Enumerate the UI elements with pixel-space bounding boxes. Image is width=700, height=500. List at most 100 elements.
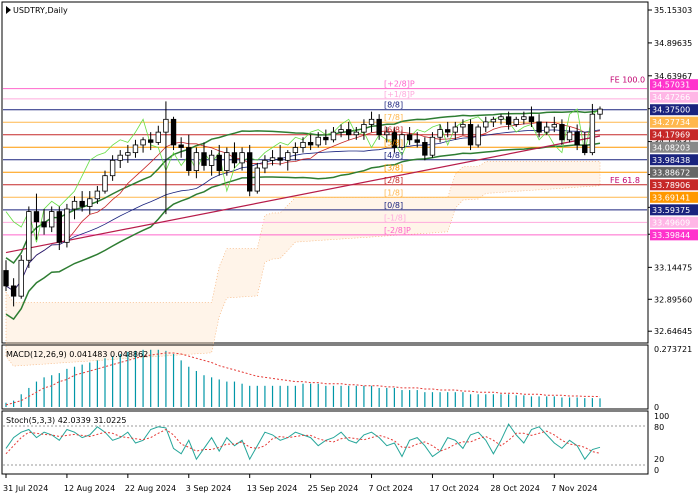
- bollinger-lower-line: [5, 142, 601, 321]
- candle-body: [216, 154, 222, 171]
- price-pane-border: [1, 1, 649, 344]
- candle-body: [247, 152, 253, 192]
- candle-body: [429, 136, 436, 156]
- candle-body: [292, 147, 299, 154]
- price-tick-label: 35.15303: [654, 6, 692, 15]
- murrey-level-label: [+2/8]P: [384, 80, 415, 89]
- candle-body: [18, 259, 24, 297]
- price-badge-text: 34.08203: [652, 143, 690, 152]
- candle-body: [94, 190, 101, 200]
- time-tick-label: 13 Sep 2024: [247, 484, 298, 493]
- murrey-level-label: [5/8]: [384, 138, 403, 147]
- stoch-axis-ticks: 100 80 20 0: [654, 412, 669, 475]
- candle-body: [178, 144, 184, 148]
- stoch-signal-line: [5, 428, 601, 455]
- murrey-level-label: [6/8]: [384, 126, 403, 135]
- price-badge-text: 33.88672: [652, 168, 690, 177]
- price-badge: [650, 216, 698, 228]
- price-tick-label: 34.63967: [654, 72, 692, 81]
- price-badge-text: 33.49609: [652, 218, 690, 227]
- candle-body: [490, 118, 497, 123]
- candle-body: [559, 124, 565, 141]
- murrey-level-label: [1/8]: [384, 188, 403, 197]
- ichimoku-cloud-area: [5, 161, 601, 367]
- bollinger-upper-line: [5, 110, 601, 265]
- candle-body: [498, 116, 504, 120]
- candle-body: [467, 124, 474, 146]
- candle-body: [201, 152, 207, 166]
- price-badge-text: 34.47266: [652, 93, 690, 102]
- candle-body: [3, 270, 9, 287]
- murrey-level-label: [4/8]: [384, 151, 403, 160]
- price-badge: [650, 129, 698, 141]
- candle-body: [79, 200, 85, 207]
- price-tick-label: 32.64645: [654, 327, 692, 336]
- candle-body: [148, 139, 154, 143]
- fib-level-label: FE 61.8: [610, 176, 640, 185]
- ichimoku-cloud: [5, 161, 601, 367]
- time-tick-label: 17 Oct 2024: [429, 484, 478, 493]
- price-badge-text: 34.17969: [652, 131, 690, 140]
- price-badge-text: 34.27734: [652, 118, 690, 127]
- candle-body: [300, 141, 306, 148]
- time-tick-label: 7 Oct 2024: [369, 484, 413, 493]
- candle-body: [64, 208, 70, 243]
- candle-body: [399, 134, 405, 148]
- candle-body: [33, 211, 40, 223]
- candle-body: [71, 200, 78, 210]
- candle-body: [566, 131, 573, 141]
- time-tick-label: 12 Aug 2024: [64, 484, 115, 493]
- candle-body: [505, 116, 512, 125]
- candle-body: [254, 167, 260, 192]
- candle-body: [186, 147, 192, 171]
- murrey-level-label: [+1/8]P: [384, 90, 415, 99]
- murrey-level-label: [2/8]: [384, 176, 403, 185]
- price-badge: [650, 104, 698, 116]
- candle-body: [262, 159, 268, 169]
- time-tick-label: 7 Nov 2024: [551, 484, 597, 493]
- stoch-label: Stoch(5,3,3) 42.0339 31.0225: [6, 416, 126, 425]
- price-badge-text: 33.98438: [652, 156, 690, 165]
- candle-body: [460, 124, 466, 128]
- time-tick-label: 3 Sep 2024: [186, 484, 232, 493]
- candle-body: [368, 118, 375, 125]
- candle-body: [170, 118, 177, 146]
- candle-body: [125, 152, 131, 156]
- candle-body: [589, 113, 596, 154]
- murrey-level-label: [-2/8]P: [384, 226, 411, 235]
- candle-body: [361, 124, 367, 133]
- candle-body: [109, 159, 116, 177]
- price-badge: [650, 204, 698, 216]
- macd-pane-border: [1, 344, 649, 410]
- candle-body: [285, 152, 291, 161]
- chart-title-group: USDTRY,Daily: [6, 6, 68, 15]
- candle-body: [10, 285, 17, 297]
- candle-body: [513, 118, 519, 125]
- candle-body: [41, 221, 47, 228]
- candle-body: [330, 131, 337, 141]
- candle-body: [346, 129, 352, 136]
- candle-body: [102, 175, 108, 192]
- candle-body: [231, 152, 238, 164]
- macd-signal-line: [5, 352, 601, 406]
- candle-body: [422, 141, 428, 156]
- time-tick-label: 28 Oct 2024: [490, 484, 539, 493]
- candle-body: [26, 211, 32, 261]
- candle-body: [239, 152, 245, 164]
- candle-body: [140, 139, 146, 146]
- candle-body: [307, 141, 314, 146]
- price-badge-text: 33.59375: [652, 206, 690, 215]
- chart-title: USDTRY,Daily: [13, 6, 68, 15]
- candle-body: [391, 131, 398, 148]
- candle-body: [353, 131, 359, 136]
- collapse-arrow-icon[interactable]: [6, 6, 11, 14]
- candle-body: [483, 121, 489, 128]
- stoch-pane-border: [1, 410, 649, 475]
- price-badge-text: 33.78906: [652, 181, 690, 190]
- stoch-pane: Stoch(5,3,3) 42.0339 31.0225 100 80 20 0: [1, 410, 669, 475]
- murrey-level-label: [3/8]: [384, 163, 403, 172]
- price-badge: [650, 116, 698, 128]
- candle-body: [117, 154, 123, 161]
- price-badge-text: 33.69141: [652, 193, 690, 202]
